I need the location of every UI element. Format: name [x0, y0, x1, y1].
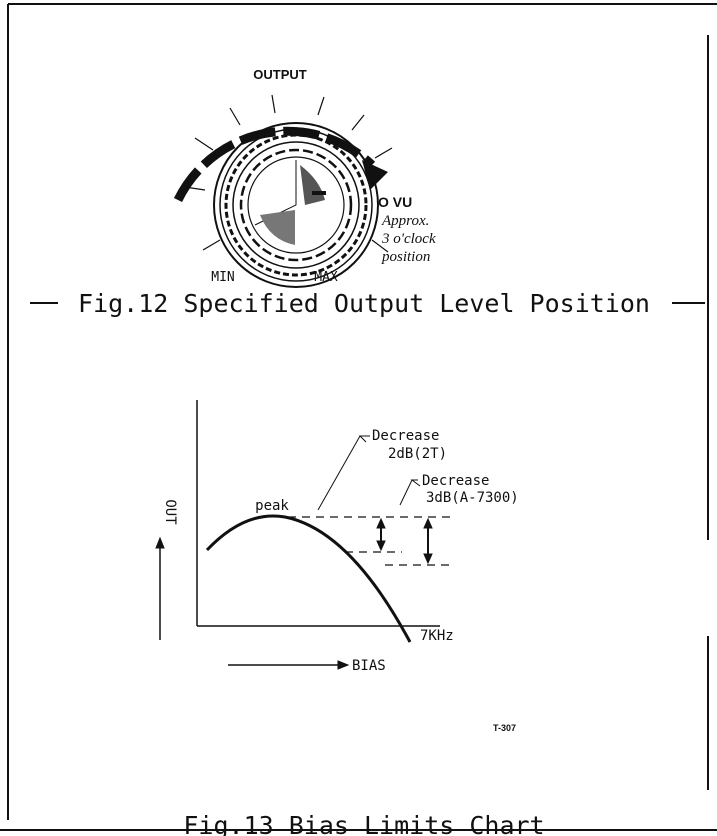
annotation: Decrease [422, 473, 489, 489]
x-axis-label: BIAS [352, 658, 386, 674]
bias-chart [155, 400, 455, 670]
note: 3 o'clock [381, 231, 436, 247]
frame [0, 3, 717, 831]
peak-label: peak [255, 498, 289, 514]
max-label: MAX [314, 270, 338, 285]
caption: Fig.12 Specified Output Level Position [78, 289, 650, 318]
output-dial [173, 94, 393, 288]
min-label: MIN [211, 270, 234, 285]
annotation: 3dB(A-7300) [426, 490, 519, 506]
curve-label: 7KHz [420, 628, 454, 644]
dial-label: OUTPUT [253, 67, 307, 82]
annotation: 2dB(2T) [388, 446, 447, 462]
note: position [381, 249, 430, 265]
caption: Fig.13 Bias Limits Chart [183, 811, 544, 836]
level-label: O VU [378, 194, 412, 210]
note: Approx. [381, 213, 429, 229]
annotation: Decrease [372, 428, 439, 444]
figure-code: T-307 [493, 723, 516, 733]
y-axis-label: OUT [162, 499, 178, 525]
